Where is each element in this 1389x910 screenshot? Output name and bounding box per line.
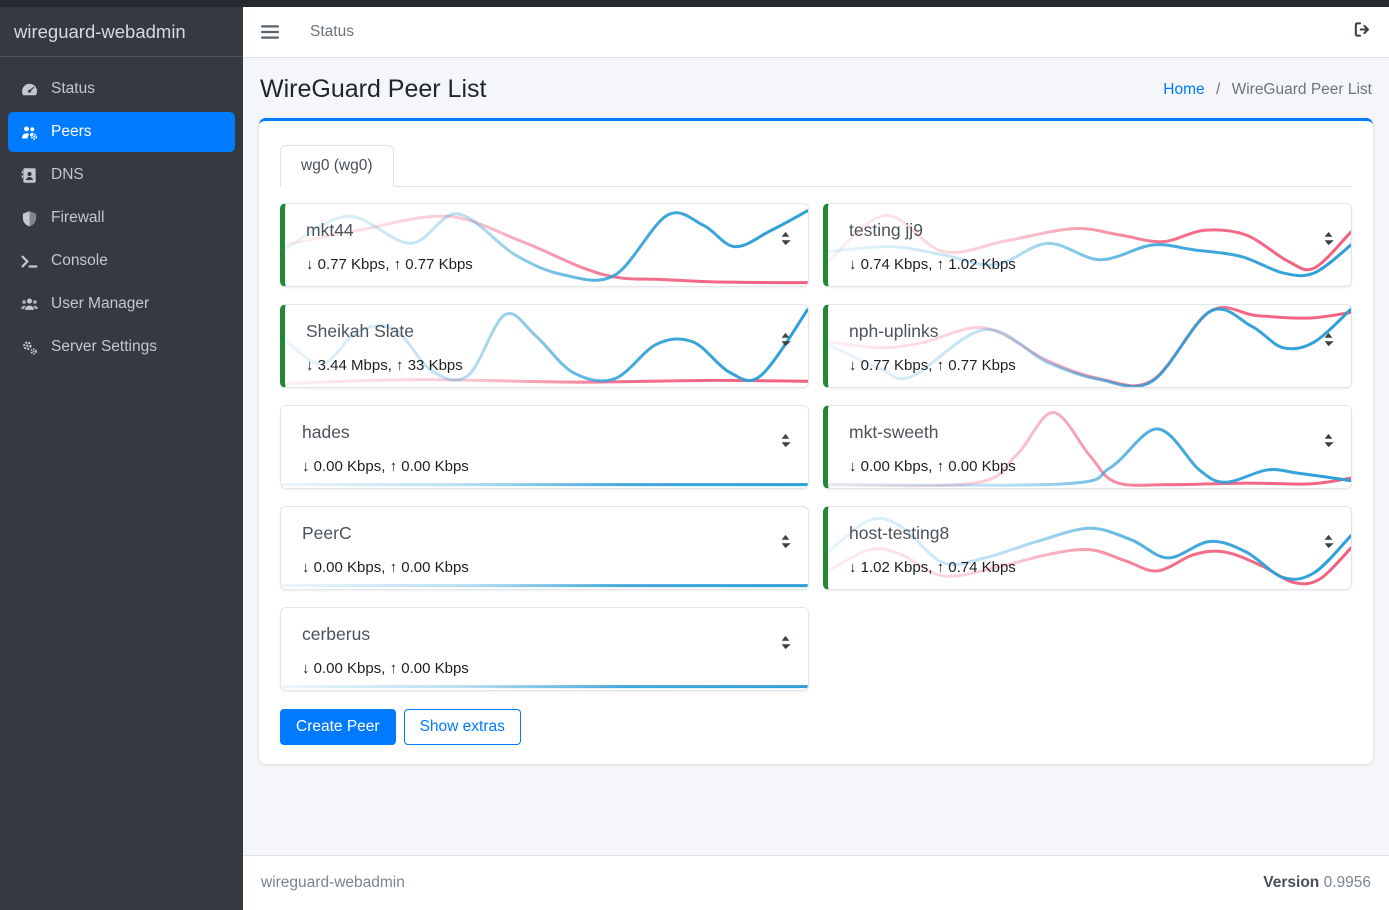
sidebar-item-label: DNS: [51, 166, 84, 183]
top-strip: [0, 0, 1389, 7]
peer-traffic: ↓ 0.74 Kbps, ↑ 1.02 Kbps: [849, 256, 1016, 273]
sidebar-item-peers[interactable]: Peers: [8, 112, 235, 152]
traffic-sparkline: [285, 305, 808, 387]
peer-name: PeerC: [302, 523, 352, 543]
sort-icon[interactable]: [780, 332, 791, 347]
traffic-sparkline: [828, 204, 1351, 286]
traffic-sparkline: [828, 406, 1351, 488]
sidebar: wireguard-webadmin Status Peers DNS Fire…: [0, 7, 243, 910]
users-icon: [16, 296, 43, 313]
sidebar-item-user-manager[interactable]: User Manager: [8, 284, 235, 324]
sort-icon[interactable]: [1323, 231, 1334, 246]
peer-card[interactable]: PeerC ↓ 0.00 Kbps, ↑ 0.00 Kbps: [280, 506, 809, 590]
sidebar-item-label: Console: [51, 252, 108, 269]
users-gear-icon: [16, 124, 43, 141]
breadcrumb-separator: /: [1215, 80, 1221, 98]
footer-version: Version 0.9956: [1263, 874, 1371, 892]
peer-card[interactable]: mkt-sweeth ↓ 0.00 Kbps, ↑ 0.00 Kbps: [823, 405, 1352, 489]
sidebar-item-dns[interactable]: DNS: [8, 155, 235, 195]
sort-icon[interactable]: [780, 433, 791, 448]
peer-traffic: ↓ 0.77 Kbps, ↑ 0.77 Kbps: [306, 256, 473, 273]
tab-wg0[interactable]: wg0 (wg0): [280, 145, 394, 187]
peer-traffic: ↓ 3.44 Mbps, ↑ 33 Kbps: [306, 357, 463, 374]
sort-icon[interactable]: [780, 534, 791, 549]
sort-icon[interactable]: [1323, 534, 1334, 549]
show-extras-button[interactable]: Show extras: [403, 709, 521, 745]
gauge-icon: [16, 81, 43, 98]
traffic-sparkline: [281, 406, 808, 488]
create-peer-button[interactable]: Create Peer: [280, 709, 396, 745]
breadcrumb-home-link[interactable]: Home: [1163, 80, 1205, 98]
traffic-sparkline: [281, 507, 808, 589]
breadcrumb: Home / WireGuard Peer List: [1163, 81, 1372, 99]
peer-traffic: ↓ 0.77 Kbps, ↑ 0.77 Kbps: [849, 357, 1016, 374]
sidebar-item-label: Peers: [51, 123, 92, 140]
address-book-icon: [16, 167, 43, 184]
peer-traffic: ↓ 0.00 Kbps, ↑ 0.00 Kbps: [302, 458, 469, 475]
shield-icon: [16, 210, 43, 227]
page-title: WireGuard Peer List: [260, 75, 487, 103]
version-label: Version: [1263, 874, 1320, 891]
peer-card[interactable]: host-testing8 ↓ 1.02 Kbps, ↑ 0.74 Kbps: [823, 506, 1352, 590]
sidebar-item-status[interactable]: Status: [8, 69, 235, 109]
peer-name: cerberus: [302, 624, 371, 644]
sidebar-item-label: Server Settings: [51, 338, 157, 355]
sort-icon[interactable]: [1323, 433, 1334, 448]
sort-icon[interactable]: [780, 231, 791, 246]
peer-list-card: wg0 (wg0) mkt44 ↓ 0.77 Kbps, ↑ 0.77 Kbps…: [259, 118, 1373, 764]
sidebar-item-firewall[interactable]: Firewall: [8, 198, 235, 238]
peer-name: mkt-sweeth: [849, 422, 939, 442]
peer-name: Sheikah Slate: [306, 321, 414, 341]
interface-tabs: wg0 (wg0): [280, 145, 1352, 187]
content-header: WireGuard Peer List Home / WireGuard Pee…: [243, 58, 1389, 118]
sidebar-item-server-settings[interactable]: Server Settings: [8, 327, 235, 367]
top-navbar: Status: [243, 7, 1389, 58]
footer: wireguard-webadmin Version 0.9956: [243, 855, 1389, 910]
peer-traffic: ↓ 0.00 Kbps, ↑ 0.00 Kbps: [302, 559, 469, 576]
terminal-icon: [16, 253, 43, 270]
traffic-sparkline: [281, 608, 808, 690]
sidebar-nav: Status Peers DNS Firewall Console: [0, 57, 243, 379]
peer-column-left: mkt44 ↓ 0.77 Kbps, ↑ 0.77 Kbps Sheikah S…: [280, 203, 809, 691]
peer-name: mkt44: [306, 220, 354, 240]
sidebar-item-label: Status: [51, 80, 95, 97]
peer-card[interactable]: mkt44 ↓ 0.77 Kbps, ↑ 0.77 Kbps: [280, 203, 809, 287]
card-actions: Create Peer Show extras: [280, 709, 1352, 745]
traffic-sparkline: [828, 305, 1351, 387]
peer-column-right: testing jj9 ↓ 0.74 Kbps, ↑ 1.02 Kbps nph…: [823, 203, 1352, 691]
sort-icon[interactable]: [1323, 332, 1334, 347]
peer-name: host-testing8: [849, 523, 950, 543]
peer-name: testing jj9: [849, 220, 923, 240]
peer-traffic: ↓ 1.02 Kbps, ↑ 0.74 Kbps: [849, 559, 1016, 576]
logout-icon[interactable]: [1353, 21, 1371, 43]
sidebar-item-label: Firewall: [51, 209, 105, 226]
peer-card[interactable]: hades ↓ 0.00 Kbps, ↑ 0.00 Kbps: [280, 405, 809, 489]
footer-brand: wireguard-webadmin: [261, 874, 405, 891]
traffic-sparkline: [828, 507, 1351, 589]
peer-grid: mkt44 ↓ 0.77 Kbps, ↑ 0.77 Kbps Sheikah S…: [280, 203, 1352, 691]
peer-traffic: ↓ 0.00 Kbps, ↑ 0.00 Kbps: [302, 660, 469, 677]
peer-traffic: ↓ 0.00 Kbps, ↑ 0.00 Kbps: [849, 458, 1016, 475]
breadcrumb-current: WireGuard Peer List: [1231, 80, 1372, 98]
sidebar-item-console[interactable]: Console: [8, 241, 235, 281]
peer-card[interactable]: testing jj9 ↓ 0.74 Kbps, ↑ 1.02 Kbps: [823, 203, 1352, 287]
peer-name: hades: [302, 422, 350, 442]
sidebar-item-label: User Manager: [51, 295, 150, 312]
peer-card[interactable]: nph-uplinks ↓ 0.77 Kbps, ↑ 0.77 Kbps: [823, 304, 1352, 388]
content-area: WireGuard Peer List Home / WireGuard Pee…: [243, 58, 1389, 855]
peer-name: nph-uplinks: [849, 321, 939, 341]
version-value: 0.9956: [1323, 874, 1371, 891]
peer-card[interactable]: Sheikah Slate ↓ 3.44 Mbps, ↑ 33 Kbps: [280, 304, 809, 388]
sort-icon[interactable]: [780, 635, 791, 650]
gears-icon: [16, 339, 43, 356]
sidebar-brand[interactable]: wireguard-webadmin: [0, 7, 243, 57]
hamburger-menu-icon[interactable]: [261, 24, 279, 40]
navbar-status-link[interactable]: Status: [310, 23, 354, 40]
peer-card[interactable]: cerberus ↓ 0.00 Kbps, ↑ 0.00 Kbps: [280, 607, 809, 691]
traffic-sparkline: [285, 204, 808, 286]
